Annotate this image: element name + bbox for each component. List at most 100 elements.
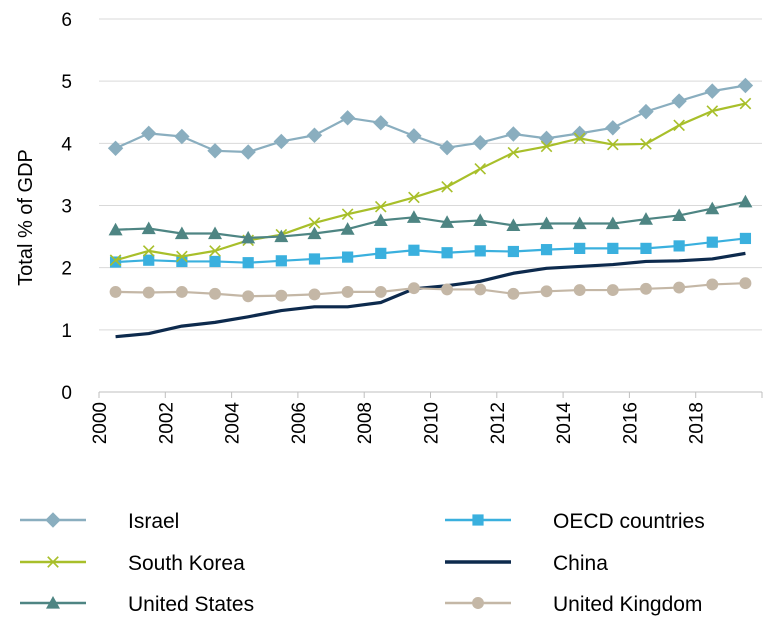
legend-item-china: China [445, 552, 608, 575]
data-point-south-korea [142, 245, 155, 257]
data-point-israel [472, 135, 488, 151]
x-marker-stroke [739, 97, 752, 110]
data-point-israel [339, 110, 356, 126]
data-point-oecd-countries [375, 247, 387, 259]
data-point-israel [207, 143, 223, 159]
data-point-israel [704, 83, 720, 99]
x-tick-label: 2012 [488, 402, 509, 444]
x-tick-label: 2014 [554, 402, 575, 445]
legend-label: Israel [128, 510, 179, 533]
y-tick-label: 3 [61, 197, 72, 218]
data-point-south-korea [474, 163, 487, 175]
data-point-united-states [605, 216, 620, 230]
data-point-israel [373, 115, 389, 131]
x-marker-stroke [341, 208, 354, 221]
x-marker-stroke [706, 105, 719, 117]
data-point-united-kingdom [673, 281, 686, 294]
x-marker-stroke [374, 200, 387, 213]
data-point-united-states [638, 212, 653, 225]
legend-marker [472, 597, 484, 609]
x-marker-stroke [607, 138, 619, 151]
data-point-united-kingdom [109, 285, 122, 298]
x-marker-stroke [474, 163, 487, 175]
legend-marker [45, 512, 61, 528]
x-marker-stroke [640, 138, 652, 150]
data-point-south-korea [308, 217, 321, 229]
data-point-south-korea [176, 250, 188, 263]
data-point-south-korea [408, 191, 420, 204]
data-point-israel [737, 77, 754, 94]
data-point-oecd-countries [209, 255, 221, 268]
x-marker-stroke [573, 132, 586, 145]
data-point-united-kingdom [507, 287, 520, 300]
data-point-south-korea [109, 254, 122, 267]
x-tick-label: 2002 [156, 402, 177, 444]
data-point-oecd-countries [640, 242, 652, 254]
legend-label: OECD countries [553, 510, 705, 533]
legend-label: United Kingdom [553, 593, 702, 616]
data-point-israel [306, 127, 323, 143]
x-tick-label: 2006 [289, 402, 310, 444]
legend-marker [472, 514, 484, 526]
series-south-korea [109, 97, 752, 267]
data-point-oecd-countries [706, 236, 718, 248]
data-point-israel [107, 140, 124, 157]
x-marker-stroke [441, 181, 453, 193]
gridlines [99, 18, 762, 331]
y-tick-label: 6 [61, 10, 72, 31]
data-point-israel [671, 93, 687, 109]
data-point-united-kingdom [142, 286, 155, 299]
y-axis-label: Total % of GDP [15, 149, 37, 286]
data-point-united-states [241, 230, 256, 244]
data-point-israel [406, 128, 422, 144]
legend-item-united-kingdom: United Kingdom [445, 593, 702, 616]
x-marker-stroke [109, 254, 122, 267]
data-point-oecd-countries [673, 240, 685, 252]
legend-label: United States [128, 593, 254, 616]
data-point-oecd-countries [607, 242, 619, 254]
data-point-united-states [307, 226, 322, 240]
data-point-oecd-countries [574, 242, 586, 254]
x-marker-stroke [507, 146, 520, 159]
data-point-oecd-countries [242, 257, 254, 269]
x-tick-label: 2010 [422, 402, 443, 444]
data-point-oecd-countries [474, 245, 486, 257]
data-point-south-korea [341, 208, 354, 221]
x-marker-stroke [47, 556, 59, 568]
data-point-united-states [539, 216, 554, 230]
y-tick-label: 5 [61, 72, 72, 93]
x-marker-stroke [176, 250, 188, 263]
legend-item-united-states: United States [20, 593, 254, 616]
series-china [115, 251, 746, 339]
data-point-united-kingdom [540, 285, 553, 298]
data-point-united-states [141, 221, 156, 235]
data-point-south-korea [573, 132, 586, 145]
series-israel [107, 77, 754, 160]
y-tick-label: 1 [61, 321, 72, 342]
data-point-united-kingdom [209, 287, 221, 300]
data-point-israel [505, 126, 522, 142]
data-point-israel [439, 139, 455, 156]
data-point-united-states [473, 213, 488, 227]
series-united-kingdom [109, 277, 752, 303]
axes: 0 1 2 3 4 5 6 2000 2002 2004 2006 2008 2010 2012 2014 2… [15, 10, 763, 445]
y-tick-label: 0 [61, 383, 72, 404]
data-point-united-states [174, 226, 189, 240]
data-point-united-kingdom [275, 289, 288, 302]
data-point-south-korea [607, 138, 619, 151]
legend-marker [47, 556, 59, 568]
x-marker-stroke [142, 245, 155, 257]
x-tick-label: 2016 [620, 402, 641, 444]
data-point-united-kingdom [341, 285, 354, 298]
data-point-south-korea [673, 119, 685, 132]
x-marker-stroke [308, 217, 321, 229]
x-marker-stroke [408, 191, 420, 204]
y-tick-label: 4 [61, 134, 72, 155]
x-tick-label: 2008 [355, 402, 376, 444]
legend-item-oecd-countries: OECD countries [445, 510, 705, 533]
x-marker-stroke [540, 140, 553, 153]
data-point-oecd-countries [143, 254, 155, 266]
data-point-united-states [672, 208, 687, 222]
data-point-united-states [572, 216, 587, 230]
